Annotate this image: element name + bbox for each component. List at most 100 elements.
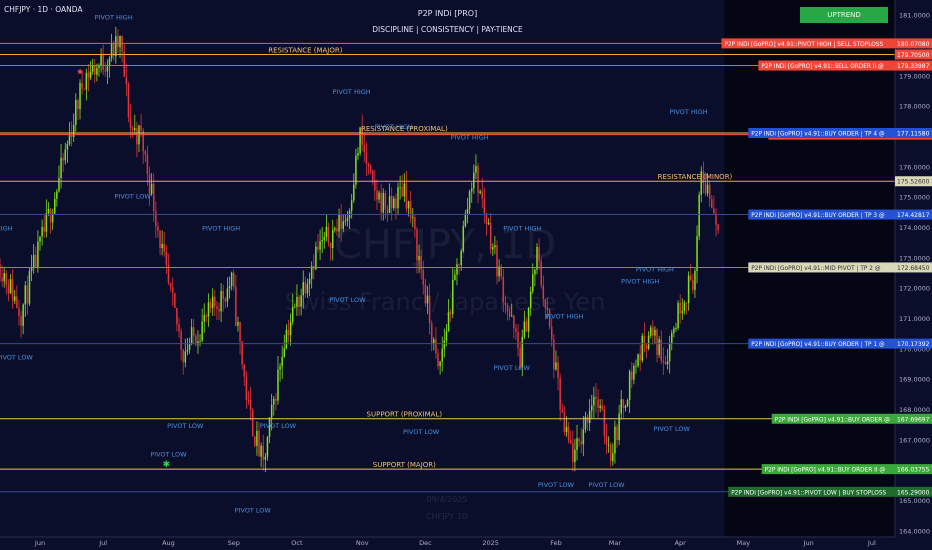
- candle-body: [548, 310, 551, 327]
- candle-body: [306, 283, 309, 294]
- candle-body: [112, 43, 115, 57]
- candle-body: [374, 180, 376, 191]
- candle-body: [559, 378, 561, 410]
- candle-body: [83, 88, 85, 90]
- candle: [430, 320, 433, 352]
- candle-body: [428, 295, 431, 324]
- candle-body: [540, 261, 542, 286]
- candle: [694, 268, 696, 298]
- candle: [369, 163, 372, 175]
- candle: [94, 58, 96, 84]
- candle: [704, 172, 707, 197]
- candle-body: [174, 293, 176, 308]
- candle-body: [675, 328, 677, 329]
- candle-body: [60, 157, 62, 179]
- candle: [235, 274, 237, 327]
- candle: [47, 201, 50, 217]
- watermark-date: 09/4/2025: [426, 495, 467, 504]
- candle: [658, 336, 660, 358]
- candle: [428, 283, 431, 335]
- candle: [378, 190, 380, 203]
- candle: [576, 424, 578, 461]
- level-value: 180.07080: [897, 41, 930, 48]
- level-value: 165.29000: [897, 489, 930, 496]
- candle-body: [468, 191, 471, 209]
- candle-body: [355, 155, 357, 185]
- candle-body: [268, 417, 271, 437]
- line-label: RESISTANCE (MAJOR): [268, 46, 343, 54]
- candle-body: [102, 55, 104, 71]
- candle: [582, 415, 585, 457]
- candle: [593, 386, 595, 419]
- candle: [363, 133, 366, 162]
- candle: [254, 436, 256, 448]
- candle: [456, 258, 458, 286]
- watermark-name: Swiss Franc / Japanese Yen: [285, 288, 606, 316]
- candle-body: [283, 348, 286, 357]
- candle: [70, 121, 73, 147]
- pivot-label: PIVOT LOW: [150, 451, 187, 459]
- candle-body: [127, 84, 130, 118]
- candle-body: [633, 365, 635, 380]
- candle: [439, 360, 441, 375]
- candle-body: [458, 264, 460, 266]
- y-tick-label: 173.0000: [899, 254, 930, 262]
- candle: [336, 218, 338, 236]
- candle: [654, 326, 656, 344]
- candle: [475, 154, 477, 180]
- y-tick-label: 165.0000: [899, 497, 930, 505]
- candle: [607, 436, 610, 453]
- candle-body: [256, 430, 258, 446]
- candle-body: [201, 321, 203, 341]
- pivot-label: PIVOT HIGH: [636, 266, 674, 274]
- candle: [165, 245, 168, 275]
- candle: [510, 303, 513, 317]
- candle-body: [443, 340, 446, 349]
- candle: [649, 325, 652, 339]
- candle-body: [439, 361, 441, 367]
- pivot-label: HIGH: [0, 225, 13, 233]
- candle-body: [62, 157, 64, 161]
- candle-body: [671, 333, 673, 344]
- candle: [447, 298, 450, 332]
- level-label-tag: [771, 413, 895, 424]
- candle-body: [264, 456, 267, 460]
- candle-body: [662, 360, 665, 363]
- candle: [405, 170, 408, 213]
- candle-body: [386, 209, 389, 214]
- candle: [637, 353, 639, 368]
- candle-body: [584, 416, 587, 430]
- candle: [569, 430, 572, 445]
- candle: [572, 430, 574, 472]
- candle: [188, 337, 191, 354]
- level-value: 172.68450: [897, 265, 930, 272]
- candle: [232, 269, 235, 291]
- candle: [329, 242, 332, 261]
- candle-body: [161, 243, 163, 249]
- level-label: P2P INDi [GoPRO] v4.91::BUY ORDER @: [775, 417, 890, 423]
- candle: [401, 174, 403, 198]
- candle: [477, 162, 479, 204]
- candle-body: [91, 65, 94, 72]
- candle-body: [218, 309, 220, 312]
- candle: [628, 369, 631, 413]
- candle: [565, 416, 568, 437]
- candle: [395, 193, 397, 220]
- candle-body: [447, 312, 450, 332]
- candle: [249, 386, 252, 421]
- candle-body: [597, 399, 599, 408]
- candle-body: [115, 36, 117, 57]
- candle-body: [205, 315, 208, 317]
- candle-body: [622, 399, 625, 408]
- candle: [321, 227, 323, 254]
- candle-body: [357, 153, 359, 156]
- pivot-label: PIVOT HIGH: [621, 278, 659, 286]
- candle-body: [68, 134, 71, 145]
- candle-body: [603, 409, 606, 436]
- candle-body: [616, 426, 618, 441]
- candle-body: [395, 198, 397, 209]
- candle-body: [513, 315, 515, 329]
- level-label-tag: [728, 486, 895, 497]
- candle: [643, 322, 646, 353]
